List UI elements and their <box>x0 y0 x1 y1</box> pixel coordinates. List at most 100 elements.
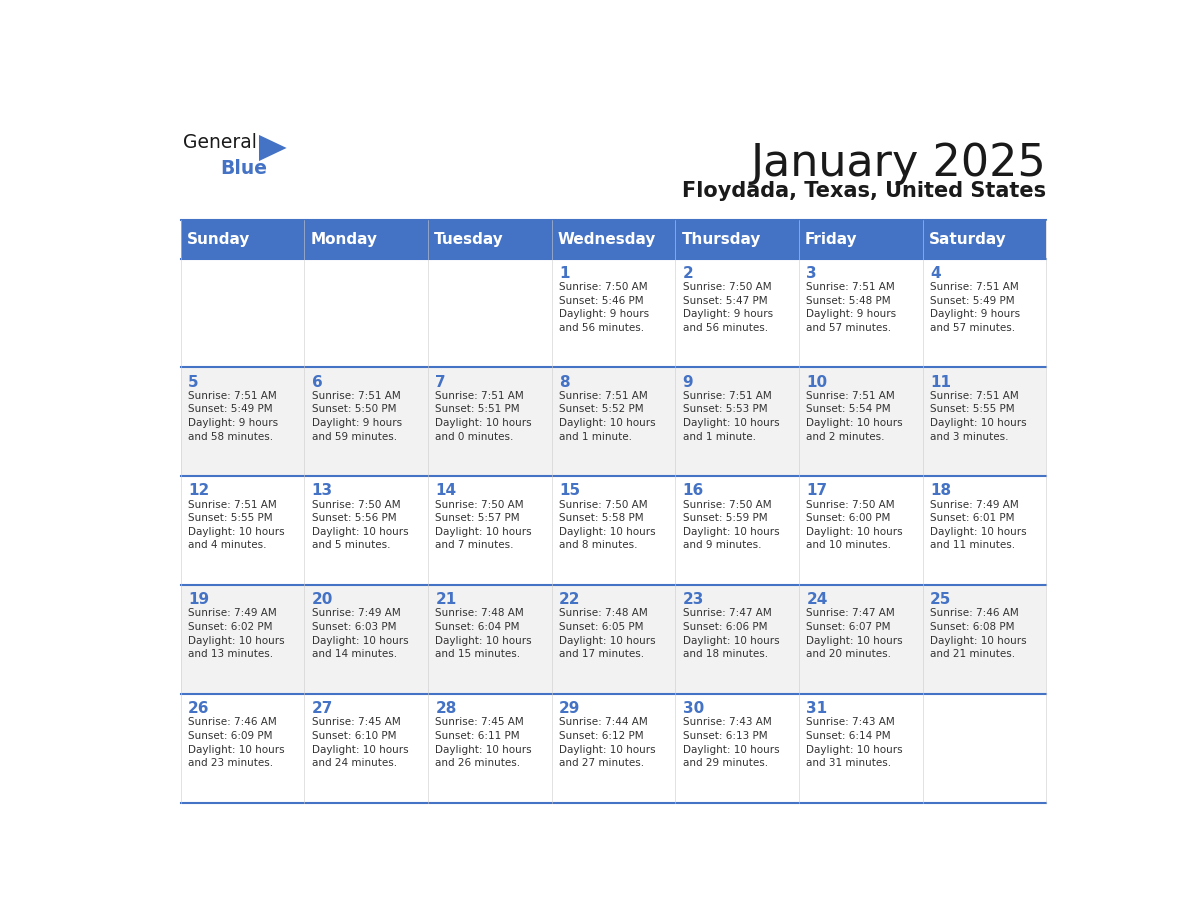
Text: Thursday: Thursday <box>682 231 760 247</box>
Text: 8: 8 <box>560 375 569 389</box>
FancyBboxPatch shape <box>675 219 798 259</box>
FancyBboxPatch shape <box>304 476 428 585</box>
Text: Sunrise: 7:51 AM
Sunset: 5:53 PM
Daylight: 10 hours
and 1 minute.: Sunrise: 7:51 AM Sunset: 5:53 PM Dayligh… <box>683 391 779 442</box>
Text: 28: 28 <box>435 701 456 716</box>
Text: Sunrise: 7:51 AM
Sunset: 5:52 PM
Daylight: 10 hours
and 1 minute.: Sunrise: 7:51 AM Sunset: 5:52 PM Dayligh… <box>560 391 656 442</box>
Text: 24: 24 <box>807 592 828 607</box>
FancyBboxPatch shape <box>428 585 551 694</box>
FancyBboxPatch shape <box>428 219 551 259</box>
Text: 31: 31 <box>807 701 827 716</box>
Text: 1: 1 <box>560 265 569 281</box>
FancyBboxPatch shape <box>551 476 675 585</box>
FancyBboxPatch shape <box>428 367 551 476</box>
Text: 23: 23 <box>683 592 704 607</box>
FancyBboxPatch shape <box>551 694 675 803</box>
Text: Floydada, Texas, United States: Floydada, Texas, United States <box>682 181 1047 201</box>
FancyBboxPatch shape <box>181 476 304 585</box>
Text: 4: 4 <box>930 265 941 281</box>
Text: 29: 29 <box>560 701 581 716</box>
Text: 20: 20 <box>311 592 333 607</box>
Text: Tuesday: Tuesday <box>434 231 504 247</box>
Text: 6: 6 <box>311 375 322 389</box>
Text: 16: 16 <box>683 484 703 498</box>
FancyBboxPatch shape <box>923 259 1047 367</box>
FancyBboxPatch shape <box>675 585 798 694</box>
Text: Sunrise: 7:48 AM
Sunset: 6:04 PM
Daylight: 10 hours
and 15 minutes.: Sunrise: 7:48 AM Sunset: 6:04 PM Dayligh… <box>435 609 532 659</box>
FancyBboxPatch shape <box>798 367 923 476</box>
Text: Sunrise: 7:50 AM
Sunset: 5:47 PM
Daylight: 9 hours
and 56 minutes.: Sunrise: 7:50 AM Sunset: 5:47 PM Dayligh… <box>683 282 772 332</box>
FancyBboxPatch shape <box>304 585 428 694</box>
Text: 7: 7 <box>435 375 446 389</box>
Text: 14: 14 <box>435 484 456 498</box>
Text: Sunrise: 7:50 AM
Sunset: 6:00 PM
Daylight: 10 hours
and 10 minutes.: Sunrise: 7:50 AM Sunset: 6:00 PM Dayligh… <box>807 499 903 551</box>
Text: Sunrise: 7:47 AM
Sunset: 6:07 PM
Daylight: 10 hours
and 20 minutes.: Sunrise: 7:47 AM Sunset: 6:07 PM Dayligh… <box>807 609 903 659</box>
Text: 22: 22 <box>560 592 581 607</box>
FancyBboxPatch shape <box>798 476 923 585</box>
Text: Sunrise: 7:43 AM
Sunset: 6:13 PM
Daylight: 10 hours
and 29 minutes.: Sunrise: 7:43 AM Sunset: 6:13 PM Dayligh… <box>683 717 779 768</box>
FancyBboxPatch shape <box>798 585 923 694</box>
FancyBboxPatch shape <box>675 259 798 367</box>
Text: Sunrise: 7:51 AM
Sunset: 5:55 PM
Daylight: 10 hours
and 3 minutes.: Sunrise: 7:51 AM Sunset: 5:55 PM Dayligh… <box>930 391 1026 442</box>
Text: 11: 11 <box>930 375 950 389</box>
Text: 2: 2 <box>683 265 694 281</box>
Text: Sunrise: 7:50 AM
Sunset: 5:57 PM
Daylight: 10 hours
and 7 minutes.: Sunrise: 7:50 AM Sunset: 5:57 PM Dayligh… <box>435 499 532 551</box>
FancyBboxPatch shape <box>551 259 675 367</box>
FancyBboxPatch shape <box>798 694 923 803</box>
FancyBboxPatch shape <box>181 585 304 694</box>
Text: 9: 9 <box>683 375 694 389</box>
Text: Sunrise: 7:47 AM
Sunset: 6:06 PM
Daylight: 10 hours
and 18 minutes.: Sunrise: 7:47 AM Sunset: 6:06 PM Dayligh… <box>683 609 779 659</box>
Text: 13: 13 <box>311 484 333 498</box>
FancyBboxPatch shape <box>304 367 428 476</box>
Text: 19: 19 <box>188 592 209 607</box>
Text: Blue: Blue <box>220 159 267 178</box>
FancyBboxPatch shape <box>923 476 1047 585</box>
FancyBboxPatch shape <box>428 259 551 367</box>
FancyBboxPatch shape <box>923 585 1047 694</box>
Text: Sunrise: 7:45 AM
Sunset: 6:11 PM
Daylight: 10 hours
and 26 minutes.: Sunrise: 7:45 AM Sunset: 6:11 PM Dayligh… <box>435 717 532 768</box>
Text: Sunrise: 7:49 AM
Sunset: 6:03 PM
Daylight: 10 hours
and 14 minutes.: Sunrise: 7:49 AM Sunset: 6:03 PM Dayligh… <box>311 609 409 659</box>
Text: Sunrise: 7:50 AM
Sunset: 5:59 PM
Daylight: 10 hours
and 9 minutes.: Sunrise: 7:50 AM Sunset: 5:59 PM Dayligh… <box>683 499 779 551</box>
Text: Sunrise: 7:45 AM
Sunset: 6:10 PM
Daylight: 10 hours
and 24 minutes.: Sunrise: 7:45 AM Sunset: 6:10 PM Dayligh… <box>311 717 409 768</box>
FancyBboxPatch shape <box>551 585 675 694</box>
Text: General: General <box>183 133 258 151</box>
Text: Sunrise: 7:43 AM
Sunset: 6:14 PM
Daylight: 10 hours
and 31 minutes.: Sunrise: 7:43 AM Sunset: 6:14 PM Dayligh… <box>807 717 903 768</box>
Text: Sunrise: 7:51 AM
Sunset: 5:55 PM
Daylight: 10 hours
and 4 minutes.: Sunrise: 7:51 AM Sunset: 5:55 PM Dayligh… <box>188 499 285 551</box>
Text: 3: 3 <box>807 265 817 281</box>
Text: Sunrise: 7:46 AM
Sunset: 6:08 PM
Daylight: 10 hours
and 21 minutes.: Sunrise: 7:46 AM Sunset: 6:08 PM Dayligh… <box>930 609 1026 659</box>
Text: Sunrise: 7:49 AM
Sunset: 6:02 PM
Daylight: 10 hours
and 13 minutes.: Sunrise: 7:49 AM Sunset: 6:02 PM Dayligh… <box>188 609 285 659</box>
Text: Sunrise: 7:50 AM
Sunset: 5:46 PM
Daylight: 9 hours
and 56 minutes.: Sunrise: 7:50 AM Sunset: 5:46 PM Dayligh… <box>560 282 649 332</box>
Text: 18: 18 <box>930 484 952 498</box>
Text: Sunrise: 7:51 AM
Sunset: 5:48 PM
Daylight: 9 hours
and 57 minutes.: Sunrise: 7:51 AM Sunset: 5:48 PM Dayligh… <box>807 282 897 332</box>
FancyBboxPatch shape <box>181 694 304 803</box>
FancyBboxPatch shape <box>428 694 551 803</box>
Text: Sunrise: 7:51 AM
Sunset: 5:49 PM
Daylight: 9 hours
and 58 minutes.: Sunrise: 7:51 AM Sunset: 5:49 PM Dayligh… <box>188 391 278 442</box>
Text: Sunrise: 7:51 AM
Sunset: 5:50 PM
Daylight: 9 hours
and 59 minutes.: Sunrise: 7:51 AM Sunset: 5:50 PM Dayligh… <box>311 391 402 442</box>
Text: Sunrise: 7:48 AM
Sunset: 6:05 PM
Daylight: 10 hours
and 17 minutes.: Sunrise: 7:48 AM Sunset: 6:05 PM Dayligh… <box>560 609 656 659</box>
FancyBboxPatch shape <box>304 259 428 367</box>
Text: 26: 26 <box>188 701 209 716</box>
Text: Sunrise: 7:46 AM
Sunset: 6:09 PM
Daylight: 10 hours
and 23 minutes.: Sunrise: 7:46 AM Sunset: 6:09 PM Dayligh… <box>188 717 285 768</box>
Text: 30: 30 <box>683 701 703 716</box>
Text: Friday: Friday <box>805 231 858 247</box>
Text: Sunrise: 7:51 AM
Sunset: 5:51 PM
Daylight: 10 hours
and 0 minutes.: Sunrise: 7:51 AM Sunset: 5:51 PM Dayligh… <box>435 391 532 442</box>
FancyBboxPatch shape <box>923 219 1047 259</box>
Text: Sunrise: 7:51 AM
Sunset: 5:54 PM
Daylight: 10 hours
and 2 minutes.: Sunrise: 7:51 AM Sunset: 5:54 PM Dayligh… <box>807 391 903 442</box>
FancyBboxPatch shape <box>181 259 304 367</box>
Text: Sunrise: 7:50 AM
Sunset: 5:56 PM
Daylight: 10 hours
and 5 minutes.: Sunrise: 7:50 AM Sunset: 5:56 PM Dayligh… <box>311 499 409 551</box>
FancyBboxPatch shape <box>798 219 923 259</box>
FancyBboxPatch shape <box>428 476 551 585</box>
Text: Wednesday: Wednesday <box>558 231 656 247</box>
Text: 12: 12 <box>188 484 209 498</box>
Text: January 2025: January 2025 <box>751 142 1047 185</box>
Text: 21: 21 <box>435 592 456 607</box>
FancyBboxPatch shape <box>551 367 675 476</box>
Polygon shape <box>259 135 286 161</box>
FancyBboxPatch shape <box>181 367 304 476</box>
Text: 25: 25 <box>930 592 952 607</box>
Text: Sunrise: 7:49 AM
Sunset: 6:01 PM
Daylight: 10 hours
and 11 minutes.: Sunrise: 7:49 AM Sunset: 6:01 PM Dayligh… <box>930 499 1026 551</box>
Text: 17: 17 <box>807 484 827 498</box>
Text: Monday: Monday <box>310 231 378 247</box>
FancyBboxPatch shape <box>304 694 428 803</box>
Text: 5: 5 <box>188 375 198 389</box>
Text: Sunday: Sunday <box>187 231 251 247</box>
